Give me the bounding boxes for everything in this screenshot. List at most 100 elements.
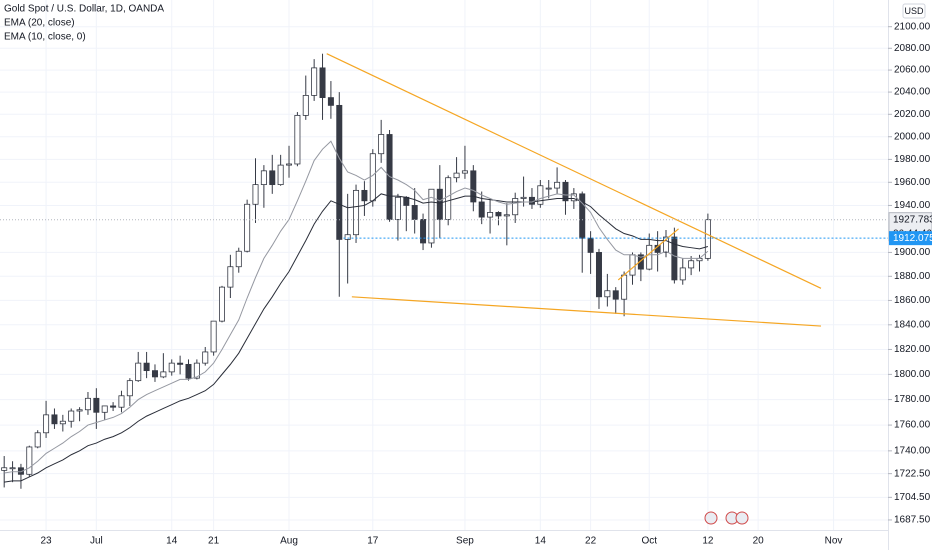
candle-body xyxy=(579,193,586,239)
x-tick-label: 20 xyxy=(753,536,765,547)
candle-body xyxy=(160,371,167,378)
candle-body xyxy=(503,214,510,217)
candle-body xyxy=(679,267,686,281)
candle-body xyxy=(177,362,184,365)
candle-body xyxy=(671,236,678,281)
y-tick-label: 1820.00 xyxy=(894,344,931,355)
candle-body xyxy=(394,196,401,220)
trend-line xyxy=(326,53,822,289)
candle-body xyxy=(143,362,150,372)
y-tick-label: 1980.00 xyxy=(894,154,931,165)
y-tick-label: 1940.00 xyxy=(894,200,931,211)
candle-body xyxy=(1,467,8,471)
last-price-label: 1927.783 xyxy=(893,214,932,225)
candle-body xyxy=(554,181,561,189)
chart-title: Gold Spot / U.S. Dollar, 1D, OANDA xyxy=(4,4,164,15)
candle-body xyxy=(470,170,477,203)
candle-body xyxy=(17,467,24,475)
y-tick-label: 2040.00 xyxy=(894,87,931,98)
candle-body xyxy=(562,181,569,202)
candle-body xyxy=(135,362,142,382)
y-tick-label: 1722.50 xyxy=(894,468,931,479)
y-tick-label: 1740.00 xyxy=(894,445,931,456)
candle-body xyxy=(286,163,293,166)
candle-body xyxy=(537,185,544,205)
y-tick-label: 2080.00 xyxy=(894,43,931,54)
candle-body xyxy=(637,254,644,270)
candle-body xyxy=(277,164,284,186)
candle-body xyxy=(336,104,343,240)
grid xyxy=(0,0,888,530)
candle-body xyxy=(378,134,385,155)
candle-body xyxy=(587,237,594,253)
y-tick-label: 1800.00 xyxy=(894,369,931,380)
candle-body xyxy=(210,320,217,353)
event-icons xyxy=(704,511,749,525)
candle-body xyxy=(219,286,225,322)
candle-body xyxy=(252,184,259,205)
candle-body xyxy=(595,252,602,298)
candle-body xyxy=(68,410,75,422)
candle-body xyxy=(520,196,527,199)
candle-body xyxy=(319,67,326,99)
candle-body xyxy=(361,189,368,202)
candle-body xyxy=(227,266,234,288)
candle-body xyxy=(445,177,452,220)
price-line-box xyxy=(889,231,932,246)
candle-body xyxy=(453,172,460,179)
currency-button[interactable] xyxy=(902,3,926,19)
event-icon xyxy=(735,511,749,525)
candle-body xyxy=(244,203,251,252)
x-tick-label: 14 xyxy=(166,536,178,547)
x-tick-label: Aug xyxy=(280,536,298,547)
y-tick-label: 1860.00 xyxy=(894,295,931,306)
trend-line xyxy=(617,228,679,281)
candle-body xyxy=(436,188,443,220)
y-tick-label: 1704.50 xyxy=(894,492,931,503)
y-tick-label: 1760.00 xyxy=(894,420,931,431)
y-tick-label: 1880.00 xyxy=(894,271,931,282)
candle-body xyxy=(545,187,552,190)
x-tick-label: Nov xyxy=(825,536,843,547)
y-tick-label: 2100.00 xyxy=(894,21,931,32)
candle-body xyxy=(302,94,309,116)
trend-line xyxy=(351,296,822,327)
candle-body xyxy=(235,250,242,268)
y-tick-label: 1840.00 xyxy=(894,319,931,330)
candle-body xyxy=(193,362,200,379)
candle-body xyxy=(110,405,117,408)
candle-body xyxy=(59,420,66,425)
x-tick-label: Sep xyxy=(456,536,474,547)
legend-entry: EMA (20, close) xyxy=(4,18,75,29)
candle-body xyxy=(663,236,669,253)
candle-body xyxy=(260,170,267,186)
candle-body xyxy=(151,370,158,378)
candle-body xyxy=(495,212,502,217)
x-tick-label: 17 xyxy=(367,536,379,547)
event-icon xyxy=(704,511,718,525)
candle-body xyxy=(512,198,519,216)
candle-body xyxy=(420,219,427,244)
x-tick-label: 22 xyxy=(585,536,597,547)
candle-body xyxy=(311,67,318,96)
y-tick-label: 1900.00 xyxy=(894,247,931,258)
x-tick-label: 14 xyxy=(535,536,547,547)
candle-body xyxy=(461,170,468,174)
candle-body xyxy=(478,201,485,218)
x-tick-label: Oct xyxy=(641,536,657,547)
candle-body xyxy=(369,153,376,202)
candle-body xyxy=(294,115,301,165)
price-line-label: 1912.075 xyxy=(893,233,932,244)
candle-body xyxy=(126,380,133,397)
candle-body xyxy=(353,189,360,236)
currency-label[interactable]: USD xyxy=(904,6,924,16)
x-tick-label: Jul xyxy=(90,536,103,547)
candle-body xyxy=(704,219,711,259)
x-tick-label: 12 xyxy=(702,536,714,547)
y-tick-label: 2020.00 xyxy=(894,109,931,120)
candle-body xyxy=(344,234,351,240)
candle-body xyxy=(428,188,435,244)
candle-body xyxy=(76,409,83,412)
candle-body xyxy=(403,196,410,206)
